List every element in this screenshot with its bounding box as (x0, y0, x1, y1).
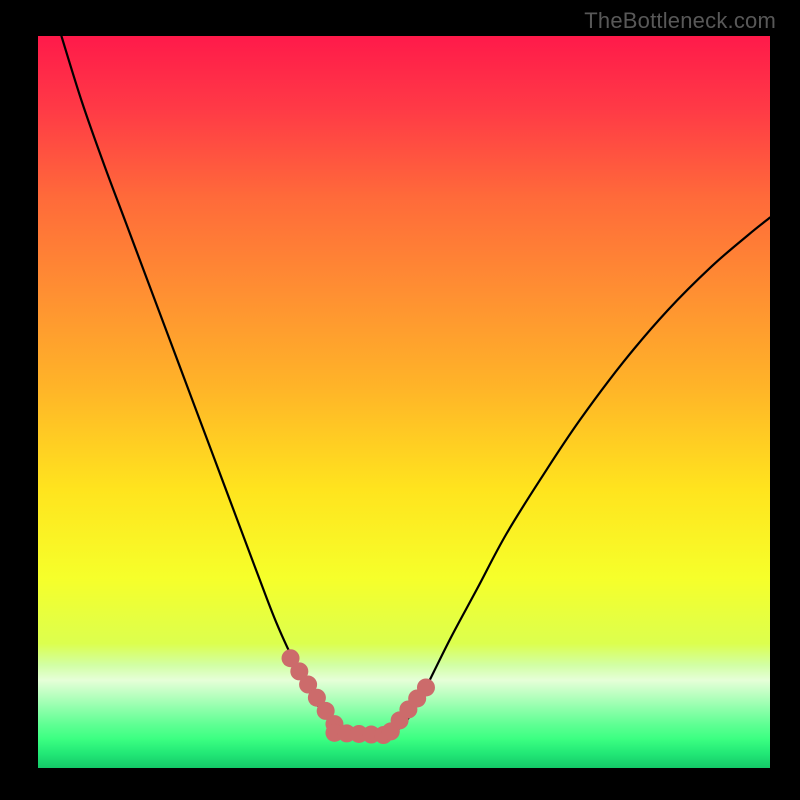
marker-right (417, 678, 435, 696)
chart-svg (38, 36, 770, 768)
gradient-background (38, 36, 770, 768)
bottleneck-chart (38, 36, 770, 768)
watermark-label: TheBottleneck.com (584, 8, 776, 34)
